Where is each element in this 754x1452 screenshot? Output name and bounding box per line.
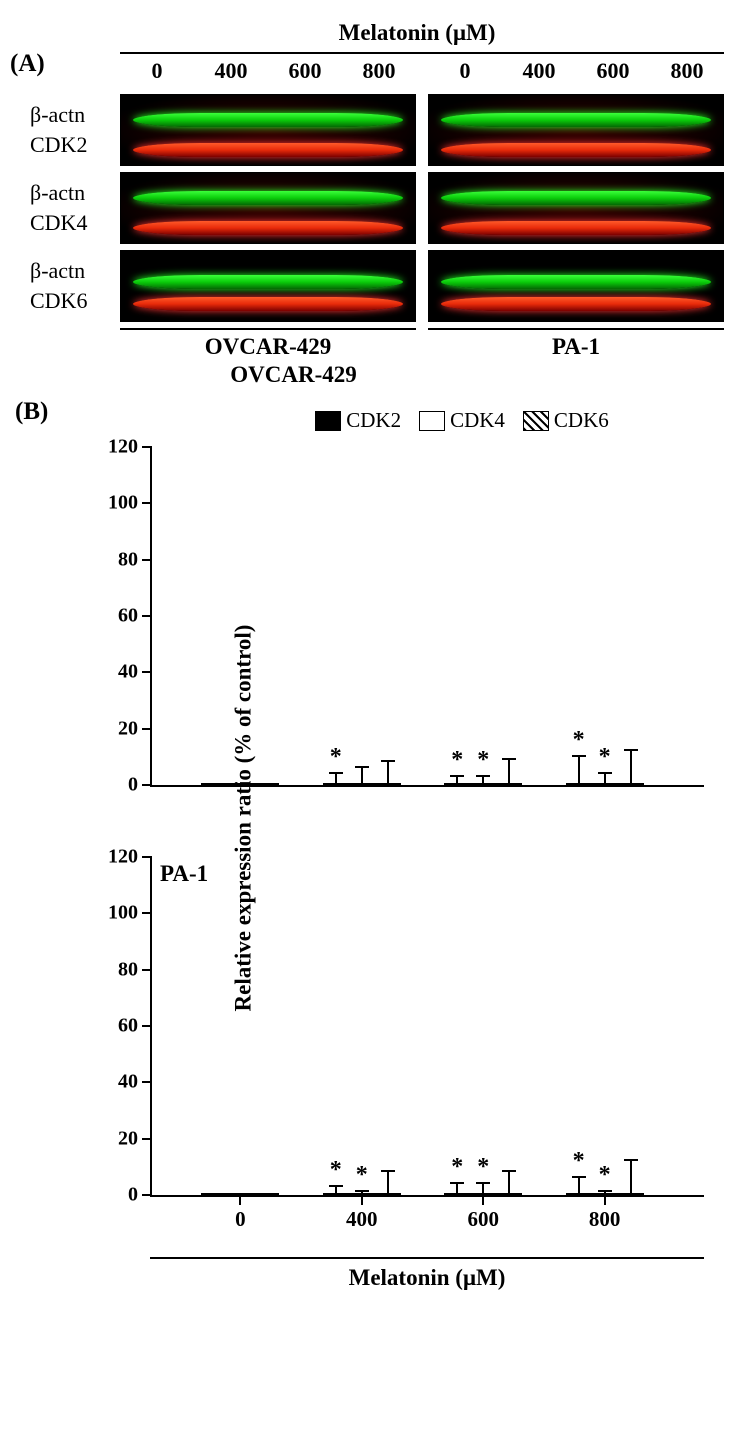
western-blot-cdk4-PA-1	[428, 172, 724, 244]
yticklabel: 0	[128, 774, 152, 797]
legend-cdk6: CDK6	[523, 408, 609, 433]
panel-a-title: Melatonin (μM)	[110, 20, 724, 46]
significance-star: *	[330, 744, 342, 771]
blot-row-cdk2: β-actn CDK2	[30, 94, 724, 166]
row-label-cdk4: CDK4	[30, 210, 120, 236]
cell-line-labels: OVCAR-429 PA-1	[120, 328, 724, 360]
bar-cdk6	[253, 783, 279, 785]
dose-header-400: 400	[194, 54, 268, 88]
legend-swatch-cdk6	[523, 411, 549, 431]
bar-cdk6	[375, 1193, 401, 1195]
bar-cdk6	[496, 1193, 522, 1195]
dose-header-400: 400	[502, 54, 576, 88]
western-blot-cdk6-OVCAR-429	[120, 250, 416, 322]
yticklabel: 100	[108, 902, 152, 925]
legend-swatch-cdk4	[419, 411, 445, 431]
bar-cdk4: *	[592, 783, 618, 785]
xticklabel: 400	[346, 1207, 378, 1232]
bar-cdk6	[375, 783, 401, 785]
significance-star: *	[573, 1148, 585, 1175]
western-blot-cdk4-OVCAR-429	[120, 172, 416, 244]
bar-cdk2: *	[444, 1193, 470, 1195]
dose-header-800: 800	[342, 54, 416, 88]
dose-header-800: 800	[650, 54, 724, 88]
row-label-cdk6: CDK6	[30, 288, 120, 314]
significance-star: *	[599, 744, 611, 771]
dose-header: 0400600800 0400600800	[120, 52, 724, 88]
cell-line-pa1: PA-1	[428, 328, 724, 360]
ovcar-subtitle: OVCAR-429	[120, 362, 467, 388]
bar-cdk2: *	[566, 783, 592, 785]
xticklabel: 800	[589, 1207, 621, 1232]
panel-b: (B) Relative expression ratio (% of cont…	[30, 408, 724, 1291]
bar-cdk6	[618, 1193, 644, 1195]
yticklabel: 40	[118, 661, 152, 684]
legend-label-cdk2: CDK2	[346, 408, 401, 433]
significance-star: *	[573, 727, 585, 754]
yticklabel: 20	[118, 717, 152, 740]
dose-header-600: 600	[268, 54, 342, 88]
row-label-bactn: β-actn	[30, 258, 120, 284]
legend: CDK2 CDK4 CDK6	[200, 408, 724, 433]
bar-cdk2: *	[323, 1193, 349, 1195]
row-label-cdk2: CDK2	[30, 132, 120, 158]
legend-swatch-cdk2	[315, 411, 341, 431]
significance-star: *	[356, 1162, 368, 1189]
bar-cdk4: *	[470, 783, 496, 785]
x-axis-label: Melatonin (μM)	[150, 1259, 704, 1291]
bar-group-400: *	[307, 783, 417, 785]
legend-cdk2: CDK2	[315, 408, 401, 433]
bar-group-600: **	[428, 783, 538, 785]
western-blot-cdk2-OVCAR-429	[120, 94, 416, 166]
yticklabel: 120	[108, 846, 152, 869]
significance-star: *	[477, 1154, 489, 1181]
bar-group-800: **	[549, 783, 659, 785]
dose-header-0: 0	[428, 54, 502, 88]
blot-row-cdk4: β-actn CDK4	[30, 172, 724, 244]
bar-chart-0: 020406080100120*****	[100, 437, 724, 817]
yticklabel: 20	[118, 1127, 152, 1150]
western-blot-cdk6-PA-1	[428, 250, 724, 322]
panel-a: (A) Melatonin (μM) 0400600800 0400600800…	[30, 20, 724, 388]
dose-header-600: 600	[576, 54, 650, 88]
significance-star: *	[477, 747, 489, 774]
dose-header-0: 0	[120, 54, 194, 88]
blot-row-cdk6: β-actn CDK6	[30, 250, 724, 322]
legend-cdk4: CDK4	[419, 408, 505, 433]
significance-star: *	[451, 1154, 463, 1181]
bar-cdk6	[618, 783, 644, 785]
significance-star: *	[599, 1162, 611, 1189]
yticklabel: 40	[118, 1071, 152, 1094]
bar-cdk6	[253, 1193, 279, 1195]
bar-cdk6	[496, 783, 522, 785]
panel-b-label: (B)	[15, 398, 48, 426]
bar-cdk2: *	[566, 1193, 592, 1195]
row-label-bactn: β-actn	[30, 102, 120, 128]
yticklabel: 80	[118, 958, 152, 981]
yticklabel: 120	[108, 436, 152, 459]
xticklabel: 0	[235, 1207, 246, 1232]
bar-cdk4	[227, 783, 253, 785]
western-blot-cdk2-PA-1	[428, 94, 724, 166]
yticklabel: 80	[118, 548, 152, 571]
bar-cdk2: *	[323, 783, 349, 785]
bar-group-0	[185, 783, 295, 785]
yticklabel: 100	[108, 492, 152, 515]
yticklabel: 60	[118, 1015, 152, 1038]
legend-label-cdk6: CDK6	[554, 408, 609, 433]
bar-cdk2: *	[444, 783, 470, 785]
bar-chart-1: PA-10204060801001200**400**600**800	[100, 847, 724, 1227]
bar-cdk4	[349, 783, 375, 785]
row-label-bactn: β-actn	[30, 180, 120, 206]
yticklabel: 60	[118, 605, 152, 628]
cell-line-ovcar: OVCAR-429	[120, 328, 416, 360]
bar-cdk2	[201, 783, 227, 785]
significance-star: *	[330, 1157, 342, 1184]
significance-star: *	[451, 747, 463, 774]
panel-a-label: (A)	[10, 50, 45, 78]
yticklabel: 0	[128, 1184, 152, 1207]
xticklabel: 600	[467, 1207, 499, 1232]
legend-label-cdk4: CDK4	[450, 408, 505, 433]
bar-cdk2	[201, 1193, 227, 1195]
